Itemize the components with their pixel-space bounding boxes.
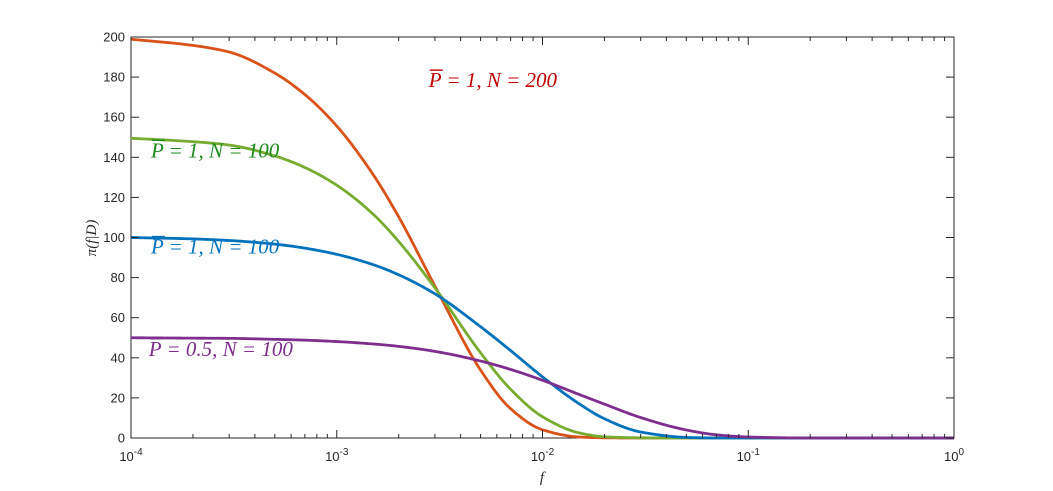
x-tick-label: 10-3 — [325, 447, 349, 464]
x-axis: 10-4 10-3 10-2 10-1 100 — [119, 37, 964, 464]
y-axis-label: π(f|D) — [84, 220, 100, 257]
x-tick-label: 10-4 — [119, 447, 143, 464]
y-tick-label: 80 — [111, 270, 125, 285]
series-annotation-4: P = 0.5, N = 100 — [148, 337, 294, 361]
y-tick-label: 200 — [103, 30, 125, 45]
y-tick-label: 60 — [111, 310, 125, 325]
series-annotation-2: P = 1, N = 100 — [150, 138, 280, 162]
x-tick-label: 100 — [944, 447, 964, 464]
x-axis-label: f — [540, 470, 546, 486]
y-tick-label: 180 — [103, 70, 125, 85]
y-tick-label: 140 — [103, 150, 125, 165]
y-axis: 0 20 40 60 80 100 120 140 160 180 200 — [103, 30, 954, 446]
series-layer — [130, 37, 954, 440]
y-tick-label: 160 — [103, 110, 125, 125]
y-tick-label: 120 — [103, 190, 125, 205]
y-tick-label: 40 — [111, 350, 125, 365]
series-annotation-3: P = 1, N = 100 — [150, 235, 280, 259]
x-tick-label: 10-2 — [531, 447, 555, 464]
series-line-4 — [130, 336, 954, 440]
plot-area — [130, 36, 955, 439]
y-tick-label: 0 — [118, 431, 125, 446]
y-tick-label: 100 — [103, 230, 125, 245]
x-tick-label: 10-1 — [737, 447, 761, 464]
series-annotation-1: P = 1, N = 200 — [428, 68, 558, 92]
annotations: P = 1, N = 200 P = 1, N = 100 P = 1, N = 1… — [148, 68, 558, 361]
y-tick-label: 20 — [111, 390, 125, 405]
